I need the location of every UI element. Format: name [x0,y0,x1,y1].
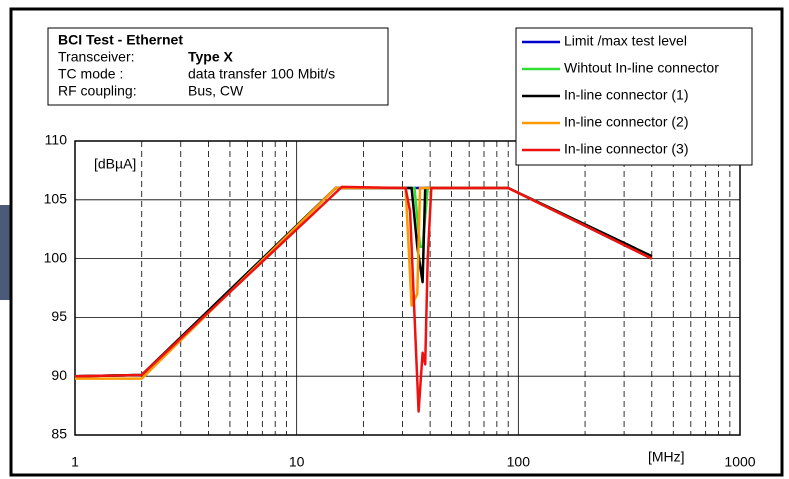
legend-label: In-line connector (2) [564,114,689,130]
info-value: data transfer 100 Mbit/s [188,66,335,82]
photo-fragment [0,205,12,300]
y-tick-label: 95 [51,308,67,324]
legend-label: Limit /max test level [564,33,687,49]
y-tick-label: 105 [44,191,68,207]
y-axis-label: [dBµA] [94,156,136,172]
info-key: TC mode : [58,66,123,82]
info-value: Type X [188,49,234,65]
legend-label: In-line connector (1) [564,87,689,103]
info-value: Bus, CW [188,83,244,99]
y-tick-label: 110 [45,132,68,148]
legend-label: Wihtout In-line connector [564,60,719,76]
x-tick-label: 1 [71,454,79,470]
series-line [74,185,653,413]
info-key: RF coupling: [58,83,137,99]
x-axis-label: [MHz] [648,449,685,465]
plot-area [74,140,741,436]
info-title: BCI Test - Ethernet [58,32,183,48]
y-tick-label: 100 [44,249,68,265]
y-tick-label: 90 [51,367,67,383]
x-tick-label: 100 [507,454,531,470]
y-tick-label: 85 [51,426,67,442]
legend-label: In-line connector (3) [564,141,689,157]
x-tick-label: 10 [289,454,305,470]
info-key: Transceiver: [58,49,135,65]
info-box [47,27,389,106]
x-tick-label: 1000 [724,454,755,470]
